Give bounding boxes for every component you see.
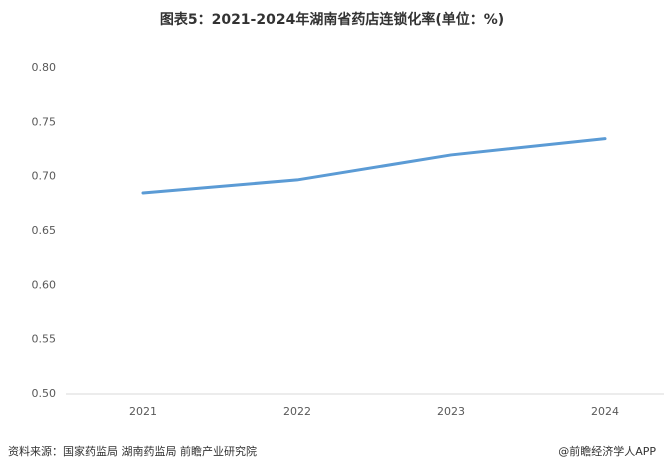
x-tick-label: 2022 bbox=[283, 405, 311, 418]
x-tick-label: 2021 bbox=[129, 405, 157, 418]
credit: @前瞻经济学人APP bbox=[558, 444, 656, 458]
y-tick-label: 0.75 bbox=[32, 115, 57, 128]
x-tick-label: 2023 bbox=[437, 405, 465, 418]
y-tick-label: 0.65 bbox=[32, 224, 57, 237]
x-tick-label: 2024 bbox=[591, 405, 619, 418]
y-tick-label: 0.70 bbox=[32, 170, 57, 183]
chart-title: 图表5：2021-2024年湖南省药店连锁化率(单位：%) bbox=[160, 11, 504, 28]
line-series bbox=[141, 137, 607, 195]
y-tick-label: 0.50 bbox=[32, 387, 57, 400]
y-tick-label: 0.55 bbox=[32, 333, 57, 346]
y-tick-label: 0.80 bbox=[32, 61, 57, 74]
source-note: 资料来源：国家药监局 湖南药监局 前瞻产业研究院 bbox=[8, 444, 257, 458]
y-tick-label: 0.60 bbox=[32, 278, 57, 291]
